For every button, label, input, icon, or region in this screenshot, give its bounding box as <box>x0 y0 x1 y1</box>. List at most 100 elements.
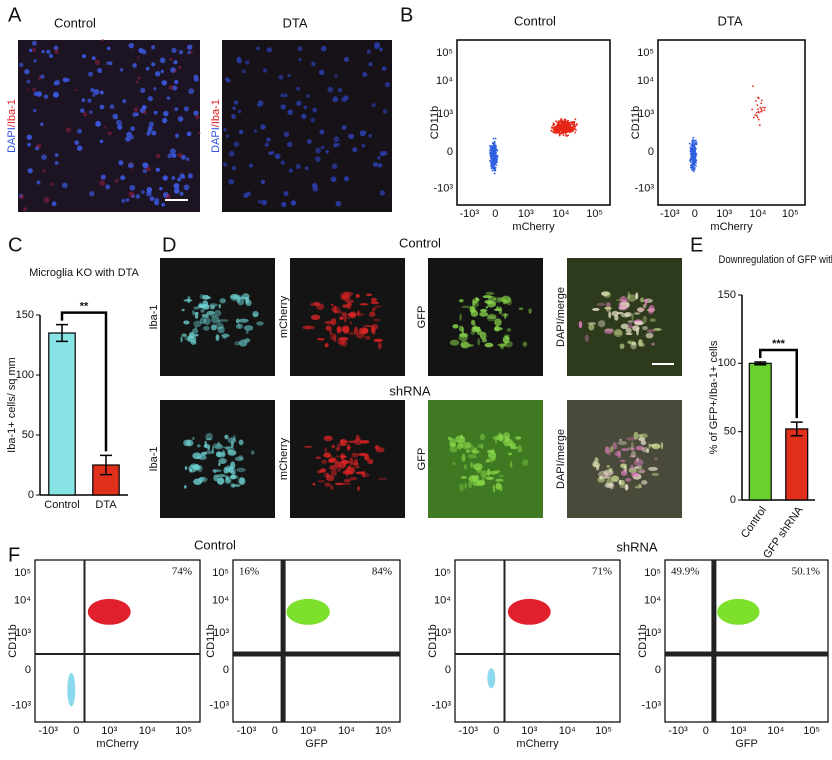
cell-signal <box>219 319 229 322</box>
event <box>489 157 492 159</box>
cell-signal <box>373 338 383 343</box>
y-tick-label: 150 <box>16 309 34 321</box>
cell-signal <box>495 478 504 482</box>
cell-signal <box>494 325 500 332</box>
event <box>692 140 695 143</box>
nucleus <box>129 134 135 140</box>
event <box>694 143 697 145</box>
cell-signal <box>198 303 203 308</box>
nucleus <box>362 71 368 78</box>
y-tick-label: 50 <box>724 426 736 438</box>
event <box>760 102 763 105</box>
event <box>496 161 498 164</box>
nucleus <box>222 162 228 167</box>
nucleus <box>348 133 355 140</box>
nucleus <box>132 112 138 117</box>
x-tick-label: 10⁴ <box>559 725 576 737</box>
nucleus <box>99 139 104 144</box>
nucleus <box>262 68 268 73</box>
event <box>691 147 694 150</box>
cell-signal <box>631 313 634 321</box>
y-tick-label: 10⁴ <box>14 594 31 606</box>
event <box>553 123 556 126</box>
cell-signal <box>310 325 316 330</box>
nucleus <box>260 179 266 185</box>
cell-signal <box>333 334 337 343</box>
nucleus <box>384 81 391 88</box>
cell-signal <box>644 299 647 306</box>
nucleus <box>280 104 286 110</box>
nucleus <box>49 53 53 58</box>
nucleus <box>236 56 242 62</box>
cell-signal <box>477 338 481 346</box>
cell-signal <box>508 452 513 456</box>
cell-signal <box>214 309 222 317</box>
event <box>556 124 559 127</box>
stain-label: DAPI/Iba-1 <box>6 99 18 153</box>
cell-signal <box>497 343 507 347</box>
cell-signal <box>237 477 244 485</box>
y-axis-label: CD11b <box>637 624 649 657</box>
nucleus <box>283 131 290 137</box>
event <box>574 131 576 134</box>
event <box>695 164 697 167</box>
nucleus <box>330 176 337 183</box>
nucleus <box>53 80 59 86</box>
cell-signal <box>633 458 644 467</box>
cell-signal <box>336 466 342 473</box>
event <box>496 158 499 161</box>
cell-signal <box>371 307 377 311</box>
event <box>492 154 495 157</box>
cell-signal <box>341 482 351 486</box>
cell-signal <box>504 334 510 338</box>
cell-signal <box>492 484 496 493</box>
cell-signal <box>494 318 502 327</box>
event <box>552 131 555 134</box>
event <box>554 126 557 128</box>
cell-signal <box>597 476 606 483</box>
iba1-signal <box>82 112 88 117</box>
cell-signal <box>244 338 251 343</box>
nucleus <box>105 184 111 190</box>
event <box>573 120 576 123</box>
iba1-signal <box>104 126 107 129</box>
cell-signal <box>357 310 360 316</box>
x-tick-label: -10³ <box>458 725 478 737</box>
nucleus <box>147 125 153 131</box>
channel-label: DAPI/merge <box>555 287 567 347</box>
cell-signal <box>613 329 623 338</box>
iba1-signal <box>43 197 50 204</box>
nucleus <box>99 104 105 110</box>
cell-signal <box>627 320 635 323</box>
cell-signal <box>329 484 334 491</box>
event <box>493 163 496 166</box>
cell-signal <box>464 464 467 470</box>
event <box>693 145 696 148</box>
nucleus <box>130 126 135 132</box>
cell-signal <box>617 440 628 446</box>
nucleus <box>179 173 185 179</box>
nucleus <box>193 74 199 80</box>
event <box>565 133 567 136</box>
micrograph <box>428 400 543 518</box>
cell-signal <box>510 461 513 468</box>
cell-signal <box>323 435 333 442</box>
cell-signal <box>480 470 488 478</box>
nucleus <box>132 63 137 68</box>
row-title: Control <box>399 235 441 250</box>
event <box>495 156 498 159</box>
nucleus <box>231 166 237 171</box>
y-tick-label: 100 <box>718 357 736 369</box>
cell-signal <box>315 456 322 459</box>
cell-signal <box>215 322 224 330</box>
event <box>567 121 570 124</box>
event <box>691 146 694 149</box>
event <box>559 120 562 123</box>
cell-signal <box>235 318 240 324</box>
event <box>563 119 566 122</box>
nucleus <box>377 162 383 168</box>
iba1-signal <box>114 178 119 183</box>
x-tick-label: -10³ <box>38 725 58 737</box>
event <box>494 137 497 140</box>
cell-signal <box>620 448 629 452</box>
